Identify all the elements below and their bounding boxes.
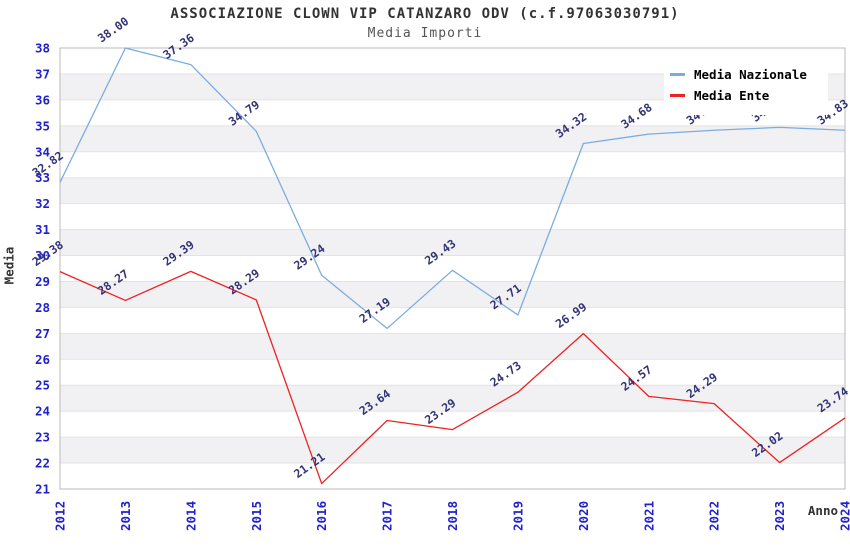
legend-label-media-ente: Media Ente [694, 88, 770, 103]
grid-band [60, 437, 845, 464]
y-tick-label: 22 [35, 456, 50, 471]
series-line-media-nazionale [59, 47, 846, 330]
y-tick-label: 30 [35, 248, 50, 263]
y-tick-label: 33 [35, 170, 50, 185]
y-tick-label: 36 [35, 92, 50, 107]
y-tick-label: 28 [35, 300, 50, 315]
y-tick-label: 35 [35, 118, 50, 133]
x-tick-label: 2013 [118, 501, 133, 531]
x-tick-label: 2016 [314, 501, 329, 531]
grid-band [60, 177, 845, 204]
y-tick-label: 25 [35, 378, 50, 393]
grid-band [60, 281, 845, 308]
y-tick-label: 32 [35, 196, 50, 211]
grid-band [60, 385, 845, 412]
x-tick-label: 2018 [445, 501, 460, 531]
plot-border [59, 47, 846, 490]
legend-swatch-media-nazionale-icon [670, 73, 685, 76]
x-tick-label: 2023 [772, 501, 787, 531]
x-tick-label: 2014 [183, 501, 198, 531]
y-tick-label: 24 [35, 404, 50, 419]
x-tick-label: 2022 [707, 501, 722, 531]
y-tick-label: 26 [35, 352, 50, 367]
legend-swatch-media-ente-icon [670, 94, 685, 97]
x-tick-label: 2019 [510, 501, 525, 531]
data-point-label: 34.79 [226, 97, 262, 128]
y-axis-title: Media [1, 246, 17, 285]
legend-label-media-nazionale: Media Nazionale [694, 67, 807, 82]
y-tick-label: 27 [35, 326, 50, 341]
chart-subtitle: Media Importi [367, 26, 483, 41]
x-tick-label: 2021 [641, 501, 656, 531]
x-tick-label: 2017 [380, 501, 395, 531]
y-tick-label: 21 [35, 482, 50, 497]
legend: Media Nazionale Media Ente [664, 58, 828, 115]
y-tick-label: 38 [35, 41, 50, 56]
x-tick-label: 2020 [576, 501, 591, 531]
legend-item-media-ente: Media Ente [670, 88, 820, 103]
y-tick-label: 31 [35, 222, 50, 237]
chart-title: ASSOCIAZIONE CLOWN VIP CATANZARO ODV (c.… [170, 6, 680, 22]
y-tick-label: 34 [35, 144, 50, 159]
y-tick-label: 23 [35, 430, 50, 445]
x-tick-label: 2024 [838, 501, 850, 531]
y-tick-label: 29 [35, 274, 50, 289]
legend-item-media-nazionale: Media Nazionale [670, 67, 820, 82]
grid-band [60, 229, 845, 256]
y-tick-label: 37 [35, 66, 50, 81]
grid-band [60, 333, 845, 360]
x-tick-label: 2012 [53, 501, 68, 531]
x-axis-title: Anno [807, 503, 838, 518]
series-line-media-ente [59, 270, 846, 485]
x-tick-label: 2015 [249, 501, 264, 531]
